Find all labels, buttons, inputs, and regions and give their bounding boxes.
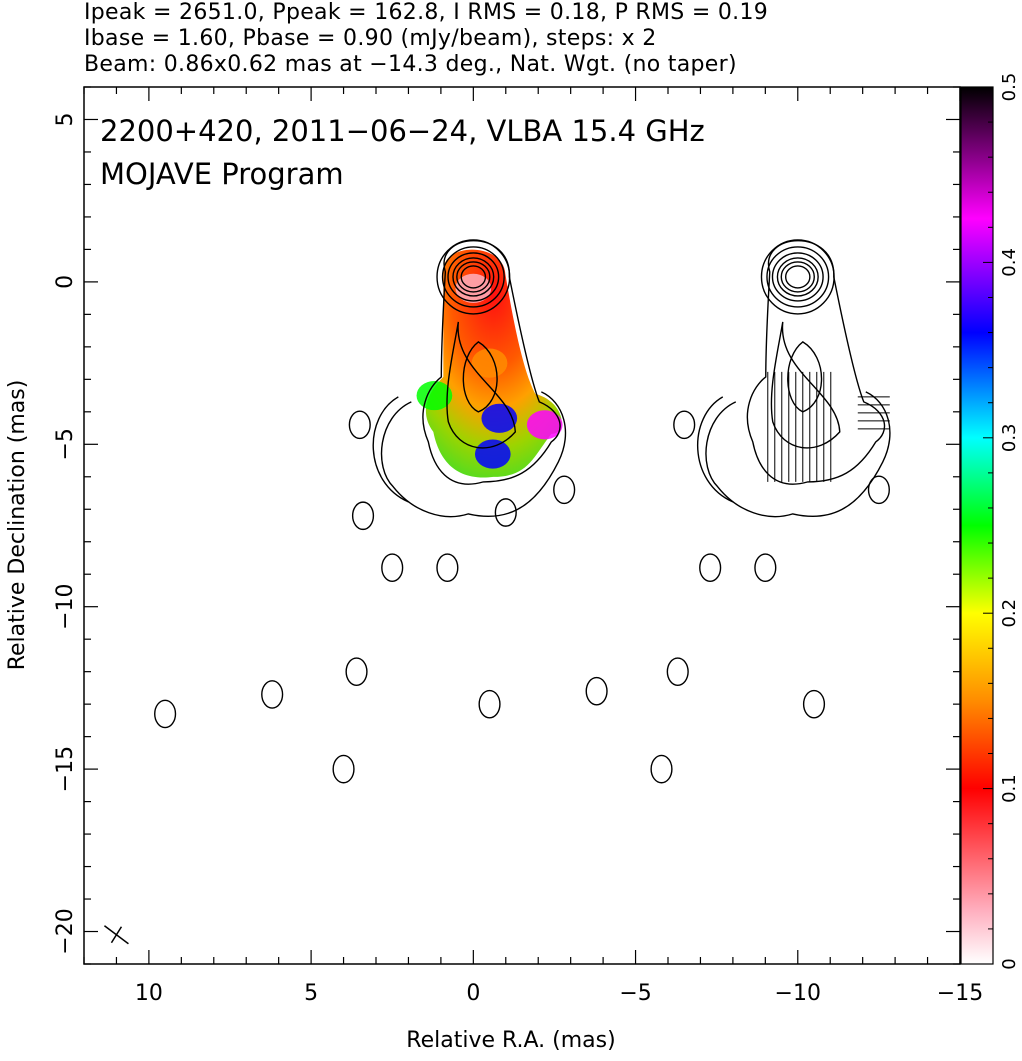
colorbar-tick-label: 0.1 bbox=[999, 774, 1020, 803]
stokes-i-contour-core bbox=[460, 265, 487, 289]
polarization-contour-core bbox=[771, 252, 824, 302]
stokes-i-contour-jet bbox=[422, 239, 561, 485]
contour-island bbox=[345, 657, 368, 686]
contour-island bbox=[666, 657, 689, 686]
stokes-i-contour-core bbox=[456, 261, 491, 293]
polarization-contour-core bbox=[780, 261, 815, 293]
contour-island bbox=[867, 475, 890, 505]
x-tick-label: 0 bbox=[466, 981, 480, 1006]
colorbar-tick-label: 0.5 bbox=[999, 73, 1020, 102]
chart-subtitle: MOJAVE Program bbox=[100, 157, 344, 191]
stokes-i-contour-core bbox=[452, 257, 495, 297]
x-tick-label: 10 bbox=[135, 981, 163, 1006]
y-axis-label: Relative Declination (mas) bbox=[5, 380, 30, 671]
contour-island bbox=[553, 475, 576, 505]
colorbar-tick-label: 0.2 bbox=[999, 599, 1020, 628]
stokes-i-contour-jet bbox=[372, 396, 409, 503]
x-axis-label: Relative R.A. (mas) bbox=[406, 1028, 616, 1053]
y-tick-label: 0 bbox=[53, 275, 78, 289]
contour-island bbox=[381, 553, 404, 583]
contour-island bbox=[261, 680, 284, 709]
stokes-i-contour-jet bbox=[446, 321, 517, 449]
colorbar-tick-label: 0.4 bbox=[999, 248, 1020, 277]
contour-island bbox=[332, 754, 355, 784]
polarization-contour-core bbox=[766, 246, 830, 308]
contour-island bbox=[754, 553, 777, 583]
contour-island bbox=[348, 410, 371, 440]
y-tick-label: −10 bbox=[53, 583, 78, 629]
x-tick-label: −5 bbox=[619, 981, 651, 1006]
polarization-contour-jet bbox=[746, 239, 886, 485]
beam-minor-axis bbox=[110, 926, 123, 944]
header-line-3: Beam: 0.86x0.62 mas at −14.3 deg., Nat. … bbox=[84, 52, 737, 77]
polarization-contour-jet bbox=[696, 396, 734, 503]
colorbar-scale bbox=[960, 86, 994, 965]
y-tick-label: −20 bbox=[53, 908, 78, 954]
polarization-contour-core bbox=[776, 257, 819, 297]
polarization-contour-core bbox=[784, 265, 811, 289]
contour-island bbox=[650, 754, 673, 784]
header-line-2: Ibase = 1.60, Pbase = 0.90 (mJy/beam), s… bbox=[84, 26, 657, 51]
contour-island bbox=[802, 689, 826, 719]
stokes-i-contour-jet bbox=[462, 341, 498, 413]
x-tick-label: −15 bbox=[937, 981, 983, 1006]
y-tick-label: −5 bbox=[53, 428, 78, 460]
chart-title: 2200+420, 2011−06−24, VLBA 15.4 GHz bbox=[100, 114, 705, 148]
fractional-pol-blob bbox=[471, 348, 508, 378]
contour-island bbox=[494, 498, 517, 527]
polarization-contour-jet bbox=[770, 321, 841, 449]
plot-frame bbox=[83, 86, 961, 965]
contour-island bbox=[351, 501, 375, 531]
header-line-1: Ipeak = 2651.0, Ppeak = 162.8, I RMS = 0… bbox=[84, 0, 769, 25]
polarization-contour-jet bbox=[705, 391, 891, 518]
fractional-pol-blob bbox=[526, 410, 563, 440]
stokes-i-contour-jet bbox=[380, 391, 567, 518]
colorbar-tick-label: 0 bbox=[999, 958, 1020, 969]
contour-island bbox=[436, 553, 459, 583]
contour-island bbox=[673, 410, 696, 440]
x-tick-label: 5 bbox=[304, 981, 318, 1006]
contour-island bbox=[478, 689, 501, 719]
y-tick-label: 5 bbox=[53, 112, 78, 126]
y-tick-label: −15 bbox=[53, 746, 78, 792]
x-tick-label: −10 bbox=[775, 981, 821, 1006]
contour-island bbox=[154, 699, 177, 729]
stokes-i-contour-core bbox=[447, 252, 500, 302]
colorbar-tick-label: 0.3 bbox=[999, 423, 1020, 452]
fractional-pol-blob bbox=[474, 439, 511, 469]
contour-island bbox=[699, 553, 722, 583]
stokes-i-contour-core bbox=[441, 246, 505, 308]
contour-island bbox=[585, 676, 608, 706]
